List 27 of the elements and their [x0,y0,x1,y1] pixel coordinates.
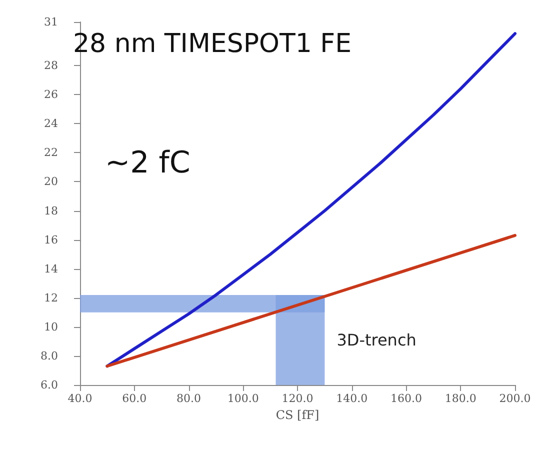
y-tick-label: 22 [44,146,58,160]
line-series [106,234,516,368]
x-tick-label: 160.0 [390,392,422,405]
x-tick-label: 40.0 [68,392,92,405]
x-axis-title: CS [fF] [276,408,320,422]
y-tick-label: 8.0 [40,349,58,362]
y-tick-label: 31 [44,16,58,28]
y-tick-label: 16 [44,233,58,246]
y-tick-label: 14 [44,262,58,276]
x-tick-label: 100.0 [227,392,259,405]
chart-title: 28 nm TIMESPOT1 FE [73,29,352,59]
y-tick-label: 20 [44,175,58,188]
y-tick-label: 6.0 [40,378,58,392]
y-tick-label: 18 [44,204,58,218]
x-tick-label: 140.0 [336,392,368,405]
annotation: ~2 fC [105,146,190,180]
y-tick-label: 12 [44,291,58,304]
y-tick-label: 26 [44,88,58,102]
y-tick-label: 24 [44,117,58,130]
band-label: 3D-trench [336,330,416,350]
x-tick-label: 60.0 [122,392,147,405]
x-tick-label: 120.0 [282,392,314,405]
y-tick-label: 10 [44,320,58,334]
y-tick-label: 28 [44,59,58,72]
x-tick-label: 200.0 [499,392,531,405]
x-tick-label: 80.0 [176,392,201,405]
x-tick-label: 180.0 [444,392,476,405]
